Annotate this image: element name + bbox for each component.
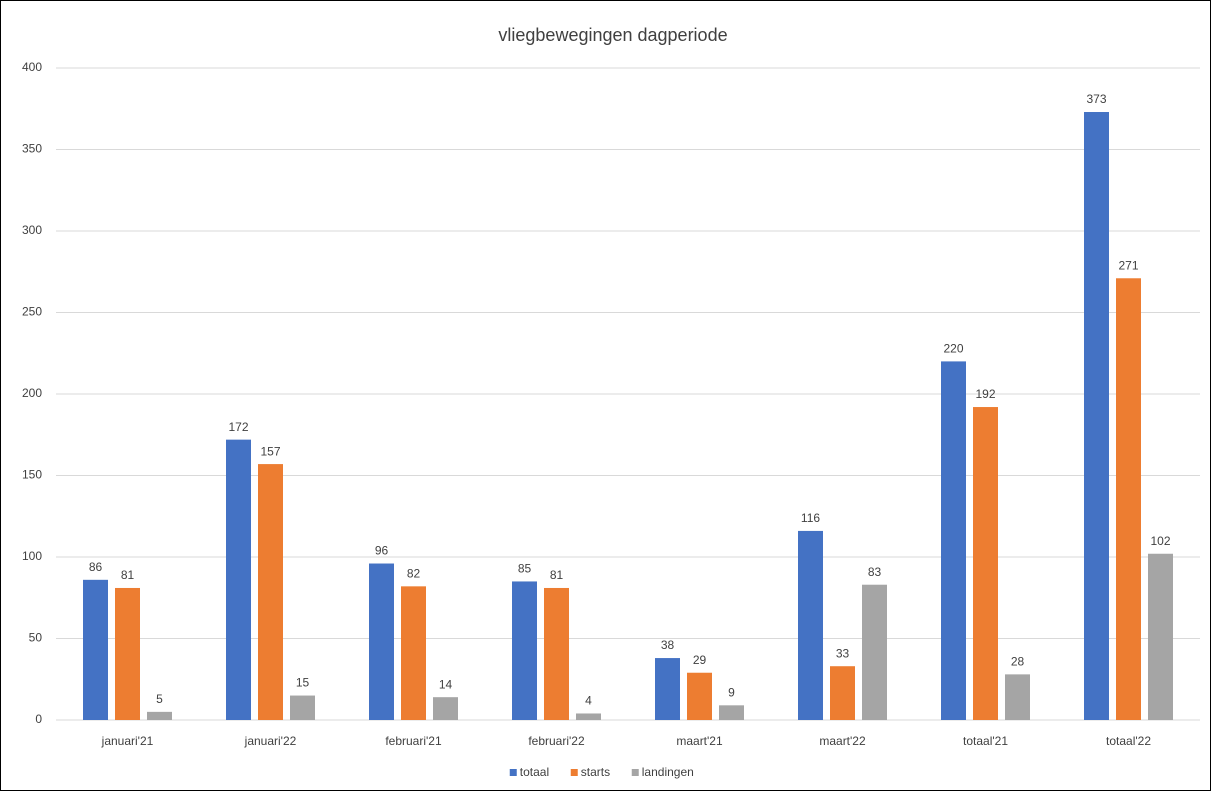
x-tick-label: totaal'21 [963,734,1008,748]
bar [1005,674,1030,720]
bar [1148,553,1173,720]
bar [1084,112,1109,720]
x-tick-label: maart'22 [819,734,866,748]
y-tick-label: 400 [22,60,42,74]
data-label: 86 [89,560,103,574]
data-label: 85 [518,562,532,576]
bar [258,464,283,720]
bar [147,711,172,720]
x-tick-label: totaal'22 [1106,734,1151,748]
data-label: 15 [296,676,310,690]
x-tick-label: februari'22 [528,734,585,748]
legend-label: starts [581,765,610,779]
bar [512,581,537,720]
data-label: 96 [375,544,389,558]
bar [576,713,601,720]
legend-swatch [509,769,517,776]
data-label: 4 [585,694,592,708]
bar [433,697,458,720]
bar [83,579,108,720]
data-label: 9 [728,686,735,700]
bar [687,672,712,720]
x-tick-label: januari'22 [244,734,297,748]
bar [973,407,998,720]
y-tick-label: 100 [22,549,42,563]
data-label: 192 [975,387,995,401]
data-label: 29 [693,653,707,667]
data-label: 5 [156,692,163,706]
chart-title: vliegbewegingen dagperiode [498,25,727,45]
x-tick-label: januari'21 [101,734,154,748]
data-label: 83 [868,565,882,579]
bar [798,530,823,720]
legend-swatch [631,769,639,776]
bar [862,584,887,720]
bar [655,658,680,720]
legend-label: landingen [642,765,694,779]
bar [830,666,855,720]
bar [115,587,140,720]
bar [290,695,315,720]
data-label: 38 [661,638,675,652]
data-label: 81 [121,568,135,582]
data-label: 172 [228,420,248,434]
y-tick-label: 300 [22,223,42,237]
data-label: 271 [1118,258,1138,272]
bar [401,586,426,720]
y-tick-label: 50 [29,631,43,645]
legend-swatch [570,769,578,776]
y-tick-label: 150 [22,468,42,482]
data-label: 82 [407,567,421,581]
data-label: 102 [1150,534,1170,548]
y-tick-label: 350 [22,142,42,156]
x-tick-label: februari'21 [385,734,442,748]
bar [369,563,394,720]
y-tick-label: 250 [22,305,42,319]
data-label: 28 [1011,655,1025,669]
y-tick-label: 0 [35,712,42,726]
data-label: 33 [836,646,850,660]
data-label: 81 [550,568,564,582]
data-label: 373 [1086,92,1106,106]
data-label: 220 [943,342,963,356]
legend-label: totaal [520,765,549,779]
bar [226,439,251,720]
data-label: 14 [439,677,453,691]
data-label: 157 [260,444,280,458]
y-tick-label: 200 [22,386,42,400]
bar [544,587,569,720]
bar [719,705,744,720]
data-label: 116 [801,511,820,525]
bar [941,361,966,720]
x-tick-label: maart'21 [676,734,723,748]
bar [1116,278,1141,720]
